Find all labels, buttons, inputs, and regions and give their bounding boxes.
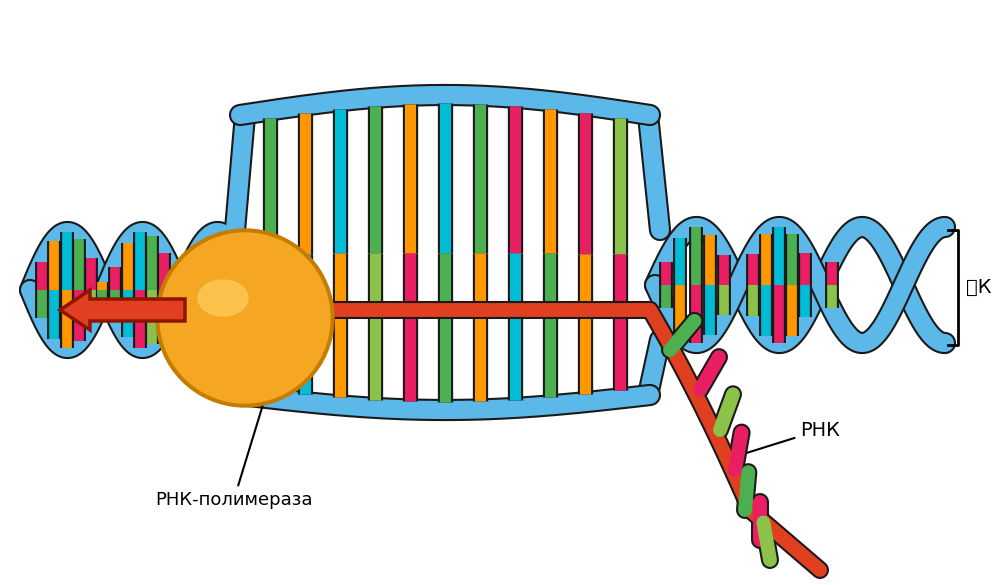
Text: РНК-полимераза: РНК-полимераза	[155, 401, 312, 509]
Ellipse shape	[198, 280, 248, 316]
Ellipse shape	[160, 233, 330, 403]
FancyArrow shape	[60, 290, 185, 330]
Text: РНК: РНК	[743, 421, 840, 454]
Text: 䅍К: 䅍К	[966, 278, 992, 297]
Ellipse shape	[156, 229, 334, 407]
